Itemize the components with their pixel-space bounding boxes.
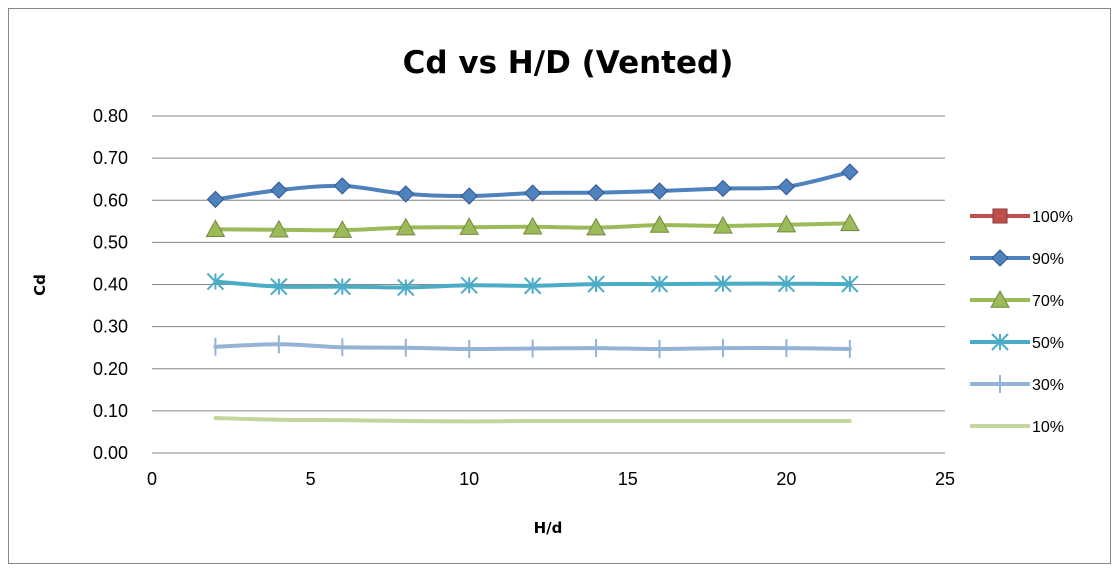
y-tick-label: 0.50 bbox=[93, 232, 128, 252]
data-point-50-pct bbox=[587, 275, 605, 293]
plot-series bbox=[205, 163, 860, 424]
data-point-70-pct bbox=[332, 220, 353, 238]
data-point-50-pct bbox=[650, 275, 669, 293]
x-tick-label: 25 bbox=[935, 469, 955, 489]
legend-item-50-pct: 50% bbox=[970, 333, 1064, 352]
legend-label: 30% bbox=[1032, 377, 1064, 394]
x-tick-label: 5 bbox=[306, 469, 316, 489]
data-point-70-pct bbox=[839, 213, 860, 232]
y-tick-label: 0.70 bbox=[93, 148, 128, 168]
data-point-50-pct bbox=[206, 272, 225, 291]
y-tick-label: 0.30 bbox=[93, 317, 128, 337]
data-point-90-pct bbox=[777, 178, 796, 196]
legend-marker bbox=[991, 249, 1009, 267]
y-tick-label: 0.10 bbox=[93, 401, 128, 421]
y-tick-label: 0.40 bbox=[93, 275, 128, 295]
legend-label: 10% bbox=[1032, 419, 1064, 436]
legend-item-90-pct: 90% bbox=[970, 249, 1064, 268]
data-point-70-pct bbox=[649, 215, 670, 233]
series-90-pct bbox=[206, 163, 859, 209]
y-axis-label: Cd bbox=[31, 274, 49, 296]
data-point-90-pct bbox=[206, 190, 225, 209]
series-10-pct bbox=[213, 416, 852, 424]
data-point-90-pct bbox=[270, 181, 288, 199]
data-point-50-pct bbox=[841, 275, 859, 293]
data-point-90-pct bbox=[460, 187, 478, 205]
x-tick-label: 15 bbox=[618, 469, 638, 489]
legend-item-10-pct: 10% bbox=[970, 419, 1064, 436]
y-tick-label: 0.20 bbox=[93, 359, 128, 379]
data-point-50-pct bbox=[714, 274, 732, 293]
data-point-90-pct bbox=[397, 185, 415, 203]
y-tick-label: 0.80 bbox=[93, 106, 128, 126]
legend-label: 50% bbox=[1032, 335, 1064, 352]
data-point-70-pct bbox=[586, 217, 606, 236]
series-line-10-pct bbox=[213, 416, 852, 424]
data-point-70-pct bbox=[395, 217, 416, 236]
data-point-90-pct bbox=[523, 184, 542, 202]
data-point-70-pct bbox=[522, 216, 543, 235]
x-tick-label: 20 bbox=[776, 469, 796, 489]
data-point-70-pct bbox=[269, 219, 289, 238]
data-point-50-pct bbox=[523, 277, 542, 295]
x-tick-label: 10 bbox=[459, 469, 479, 489]
data-point-90-pct bbox=[841, 163, 859, 181]
series-30-pct bbox=[213, 335, 852, 358]
data-point-70-pct bbox=[776, 214, 797, 233]
legend-label: 70% bbox=[1032, 293, 1064, 310]
data-point-50-pct bbox=[397, 278, 415, 297]
data-point-90-pct bbox=[587, 183, 605, 202]
y-axis-ticks: 0.00 0.10 0.20 0.30 0.40 0.50 0.60 0.70 0.80 bbox=[93, 106, 128, 463]
data-point-50-pct bbox=[333, 277, 352, 296]
data-point-50-pct bbox=[460, 276, 478, 295]
x-tick-label: 0 bbox=[147, 469, 157, 489]
series-50-pct bbox=[206, 272, 859, 297]
legend-item-30-pct: 30% bbox=[970, 375, 1064, 394]
data-point-90-pct bbox=[333, 177, 352, 195]
data-point-70-pct bbox=[713, 215, 733, 234]
legend-marker bbox=[990, 289, 1010, 308]
x-axis-label: H/d bbox=[534, 519, 563, 537]
legend-label: 90% bbox=[1032, 251, 1064, 268]
data-point-50-pct bbox=[777, 274, 796, 293]
chart-title: Cd vs H/D (Vented) bbox=[403, 45, 734, 81]
series-70-pct bbox=[205, 213, 860, 238]
legend-item-100-pct: 100% bbox=[970, 208, 1073, 226]
y-tick-label: 0.00 bbox=[93, 443, 128, 463]
y-tick-label: 0.60 bbox=[93, 190, 128, 210]
gridlines bbox=[152, 115, 945, 454]
legend-item-70-pct: 70% bbox=[970, 289, 1064, 310]
data-point-70-pct bbox=[459, 217, 480, 235]
data-point-90-pct bbox=[714, 179, 732, 198]
legend-marker bbox=[992, 208, 1008, 224]
legend: 100% 90% 70% 50% 30% 10% bbox=[970, 208, 1073, 436]
legend-marker bbox=[991, 333, 1009, 351]
legend-label: 100% bbox=[1032, 209, 1073, 226]
x-axis-ticks: 0 5 10 15 20 25 bbox=[147, 469, 955, 489]
data-point-70-pct bbox=[205, 219, 226, 238]
data-point-90-pct bbox=[650, 182, 669, 200]
data-point-50-pct bbox=[270, 277, 288, 296]
